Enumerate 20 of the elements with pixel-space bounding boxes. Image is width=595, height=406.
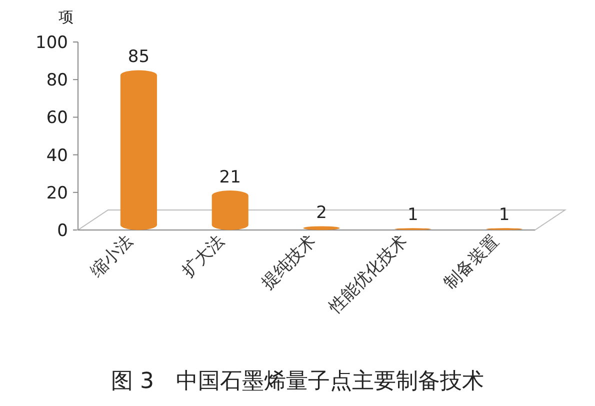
data-label: 2	[316, 203, 327, 224]
data-label: 21	[219, 168, 241, 188]
x-tick-label: 提纯技术	[258, 231, 320, 294]
bar	[120, 70, 157, 230]
y-tick-label: 0	[57, 221, 68, 241]
y-tick-label: 80	[46, 70, 68, 91]
x-tick-label: 性能优化技术	[324, 231, 412, 318]
y-tick-label: 20	[46, 183, 68, 204]
y-tick-label: 40	[46, 146, 68, 166]
bar	[212, 190, 248, 230]
text: 图 3 中国石墨烯量子点主要制备技术	[111, 369, 484, 394]
x-tick-label: 扩大法	[178, 231, 229, 282]
y-tick-label: 60	[46, 108, 68, 128]
data-label: 85	[128, 47, 150, 68]
x-tick-label: 制备装置	[440, 231, 503, 294]
x-tick-label: 缩小法	[87, 231, 138, 282]
data-label: 1	[498, 205, 510, 226]
y-tick-label: 100	[36, 33, 68, 53]
y-axis-title: 项	[58, 8, 74, 26]
data-label: 1	[407, 205, 418, 226]
